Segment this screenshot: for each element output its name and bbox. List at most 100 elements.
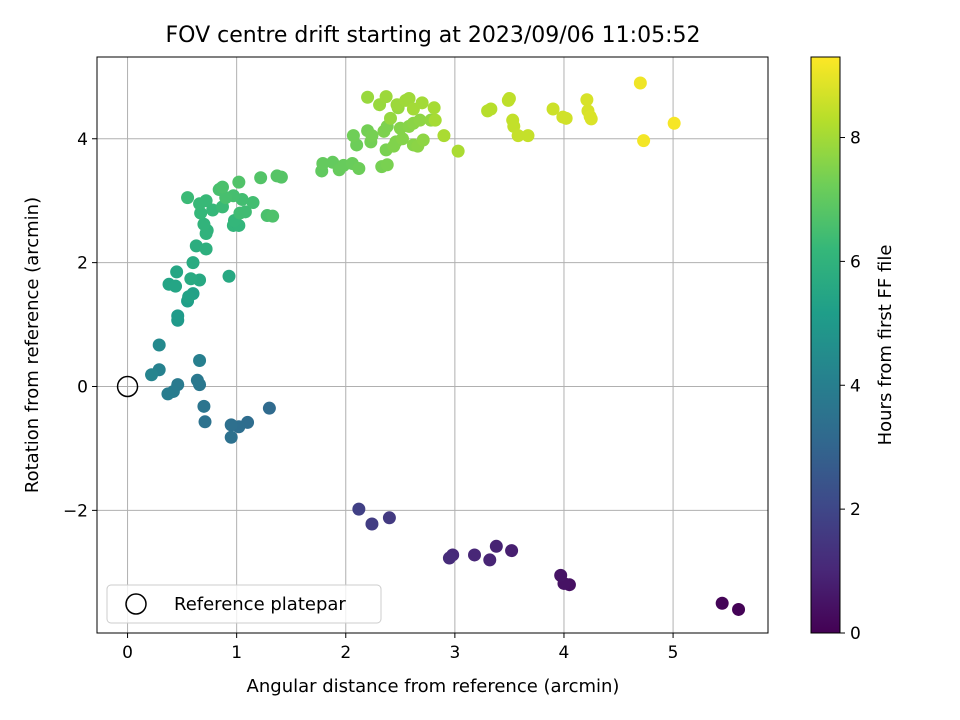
data-point (224, 418, 238, 432)
y-tick-label: 4 (77, 130, 88, 150)
data-point (169, 279, 183, 293)
plot-area: 0 1 2 3 4 5 −2 0 2 4 (63, 56, 769, 663)
data-point (484, 102, 498, 116)
data-point (152, 338, 166, 352)
y-tick-label: 0 (77, 377, 88, 397)
chart-title: FOV centre drift starting at 2023/09/06 … (166, 23, 701, 48)
data-point (361, 90, 375, 104)
data-point (254, 171, 268, 185)
reference-marker-group (116, 375, 139, 398)
data-point (383, 111, 397, 125)
data-point (402, 91, 416, 105)
x-tick-label: 4 (559, 643, 570, 663)
y-tick-label: 2 (77, 254, 88, 274)
data-point (190, 373, 204, 387)
data-point (145, 368, 159, 382)
data-point (554, 568, 568, 582)
legend-label-reference: Reference platepar (174, 594, 346, 615)
data-point (266, 209, 280, 223)
colorbar-tick-label: 4 (850, 376, 861, 396)
data-point (206, 203, 220, 217)
x-tick-label: 3 (449, 643, 460, 663)
data-point (413, 113, 427, 127)
data-point (546, 102, 560, 116)
data-point (246, 196, 260, 210)
data-point (380, 158, 394, 172)
data-point (489, 539, 503, 553)
data-point (186, 256, 200, 270)
data-point (184, 272, 198, 286)
data-point (633, 76, 647, 90)
x-tick-label: 0 (122, 643, 133, 663)
colorbar-tick-label: 2 (850, 500, 861, 520)
data-point (667, 116, 681, 130)
x-tick-label: 1 (231, 643, 242, 663)
data-point (437, 129, 451, 143)
y-axis-ticks: −2 0 2 4 (63, 130, 97, 521)
data-point (505, 544, 519, 558)
x-tick-label: 5 (668, 643, 679, 663)
data-point (316, 157, 330, 171)
data-point (352, 502, 366, 516)
data-point (219, 191, 233, 205)
data-point (262, 401, 276, 415)
data-point (502, 91, 516, 105)
data-point (199, 194, 213, 208)
data-point (352, 161, 366, 175)
data-point (732, 602, 746, 616)
colorbar-tick-label: 0 (850, 624, 861, 644)
data-point (232, 175, 246, 189)
x-tick-label: 2 (340, 643, 351, 663)
data-point (346, 129, 360, 143)
data-point (511, 129, 525, 143)
colorbar-gradient (810, 56, 841, 634)
data-point (559, 111, 573, 125)
colorbar-ticks: 0 2 4 6 8 (840, 129, 861, 644)
data-point (193, 353, 207, 367)
colorbar-label: Hours from first FF file (875, 245, 896, 446)
data-point (197, 399, 211, 413)
data-point (197, 217, 211, 231)
data-point (483, 553, 497, 567)
data-point (427, 101, 441, 115)
data-point (170, 265, 184, 279)
x-axis-ticks: 0 1 2 3 4 5 (122, 633, 678, 663)
data-point (238, 205, 252, 219)
legend: Reference platepar (106, 584, 382, 624)
data-point (215, 180, 229, 194)
data-point (468, 548, 482, 562)
x-axis-label: Angular distance from reference (arcmin) (247, 676, 620, 697)
axes-frame (96, 56, 769, 634)
data-point (415, 96, 429, 110)
data-points (145, 76, 746, 616)
data-point (442, 551, 456, 565)
legend-reference-marker (125, 593, 147, 615)
colorbar: 0 2 4 6 8 Hours from first FF file (810, 56, 896, 644)
data-point (365, 517, 379, 531)
data-point (182, 290, 196, 304)
data-point (521, 129, 535, 143)
data-point (584, 112, 598, 126)
data-point (199, 242, 213, 256)
data-point (395, 132, 409, 146)
data-point (416, 133, 430, 147)
colorbar-tick-label: 6 (850, 252, 861, 272)
y-tick-label: −2 (63, 501, 88, 521)
data-point (428, 113, 442, 127)
legend-box (106, 584, 382, 624)
data-point (224, 430, 238, 444)
data-point (451, 144, 465, 158)
data-point (382, 511, 396, 525)
data-point (715, 596, 729, 610)
data-point (198, 415, 212, 429)
grid (97, 57, 768, 633)
data-point (637, 134, 651, 148)
data-point (222, 269, 236, 283)
data-point (161, 387, 175, 401)
data-point (580, 93, 594, 107)
data-point (181, 191, 195, 205)
data-point (171, 309, 185, 323)
colorbar-tick-label: 8 (850, 129, 861, 149)
data-point (365, 129, 379, 143)
